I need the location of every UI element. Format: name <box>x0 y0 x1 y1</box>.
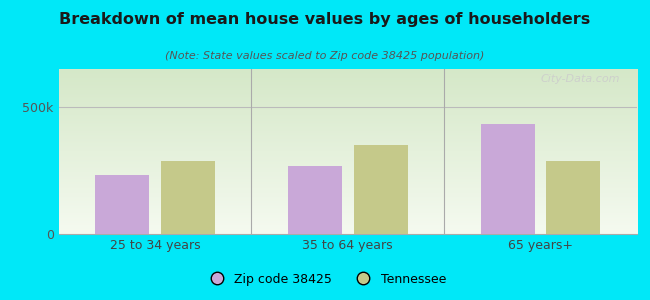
Bar <box>481 124 535 234</box>
Bar <box>161 161 215 234</box>
Bar <box>95 175 149 234</box>
Bar <box>288 166 342 234</box>
Legend: Zip code 38425, Tennessee: Zip code 38425, Tennessee <box>199 268 451 291</box>
Text: City-Data.com: City-Data.com <box>540 74 619 84</box>
Text: (Note: State values scaled to Zip code 38425 population): (Note: State values scaled to Zip code 3… <box>165 51 485 61</box>
Bar <box>547 161 601 234</box>
Bar <box>354 145 408 234</box>
Text: Breakdown of mean house values by ages of householders: Breakdown of mean house values by ages o… <box>59 12 591 27</box>
